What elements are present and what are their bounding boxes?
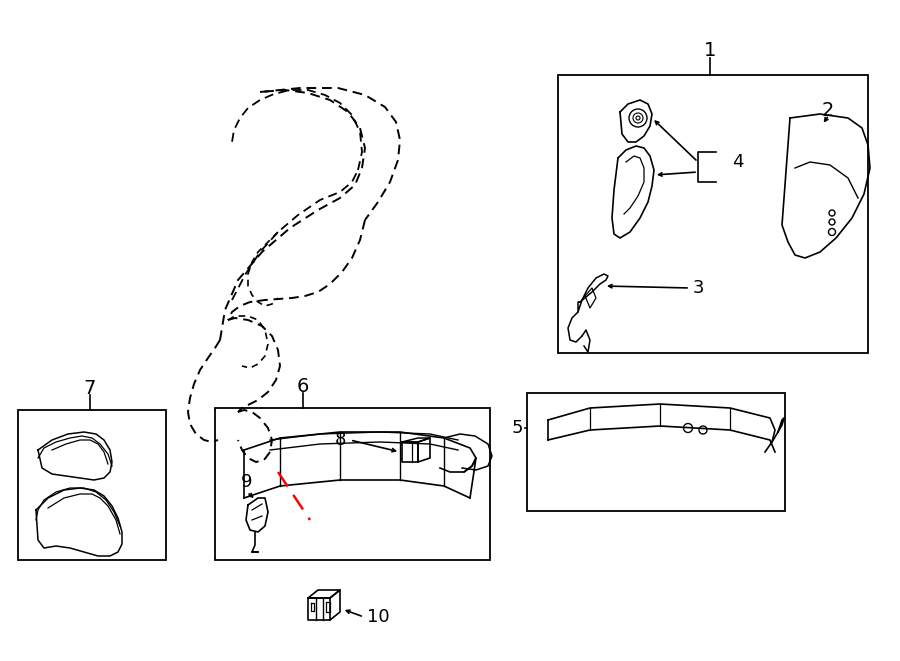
Text: 2: 2	[822, 100, 834, 120]
Text: 10: 10	[366, 608, 390, 626]
Bar	[215, 408, 490, 560]
Text: 6: 6	[297, 377, 310, 395]
Text: 8: 8	[334, 431, 346, 449]
Bar	[18, 410, 166, 560]
Polygon shape	[402, 438, 430, 442]
Text: 5: 5	[511, 419, 523, 437]
Text: 1: 1	[704, 42, 716, 61]
Text: 7: 7	[84, 379, 96, 397]
Text: 3: 3	[692, 279, 704, 297]
Text: 9: 9	[241, 473, 253, 491]
Text: 4: 4	[733, 153, 743, 171]
Bar	[558, 75, 868, 353]
Bar	[527, 393, 785, 511]
